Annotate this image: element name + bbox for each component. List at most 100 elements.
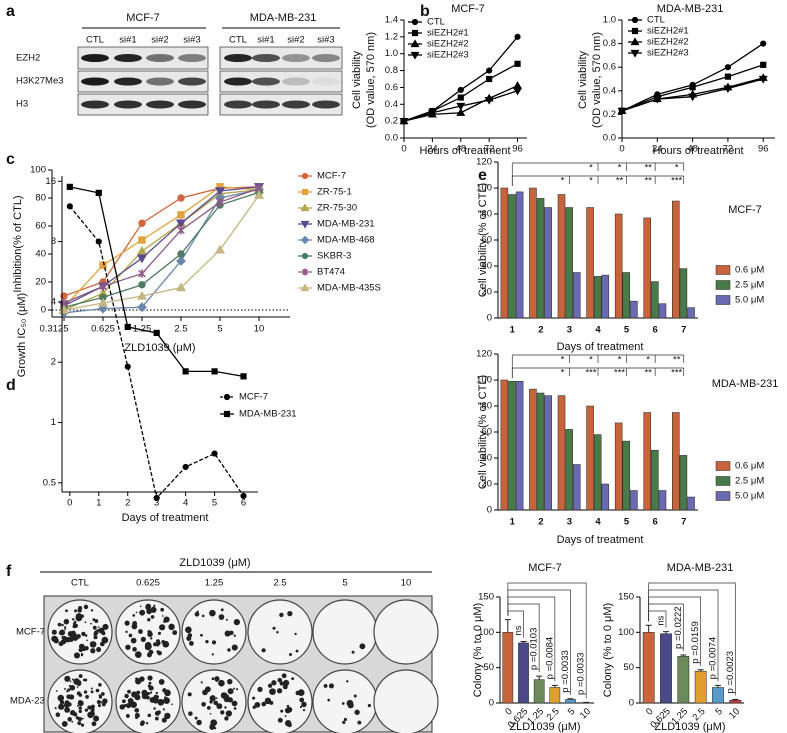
colony-dot — [81, 631, 86, 637]
colony-dot — [78, 643, 85, 650]
colony-dot — [141, 693, 149, 700]
colony-dot — [135, 678, 142, 685]
sig-label: *** — [671, 176, 682, 187]
y-tick-label: 100 — [478, 627, 494, 638]
legend-swatch — [715, 476, 731, 486]
plate — [247, 669, 313, 733]
y-axis-label: Colony (% to 0 μM) — [472, 603, 484, 697]
y-tick-label: 1.0 — [385, 48, 398, 59]
colony-dot — [196, 719, 202, 726]
marker — [456, 108, 466, 116]
colony-dot — [94, 619, 99, 623]
bar — [712, 687, 724, 704]
colony-dot — [152, 642, 158, 647]
y-tick-label: 0.0 — [385, 133, 398, 144]
y-tick-label: 120 — [476, 157, 492, 168]
band — [282, 77, 310, 86]
colony-dot — [64, 628, 66, 631]
colony-dot — [188, 711, 193, 716]
legend-label: siEZH2#1 — [427, 28, 469, 39]
colony-column-label: 10 — [401, 578, 412, 589]
bar — [565, 699, 576, 704]
y-tick-label: 0.8 — [385, 65, 398, 76]
colony-column-label: 2.5 — [273, 578, 286, 589]
bar — [536, 392, 545, 511]
colony-dot — [81, 717, 84, 720]
marker — [689, 84, 696, 91]
colony-dot — [92, 641, 97, 646]
legend-label: CTL — [647, 15, 665, 26]
marker — [411, 29, 419, 37]
p-value: p =0.0222 — [673, 606, 684, 649]
colony-dot — [147, 675, 153, 681]
colony-dot — [153, 707, 156, 710]
legend-label: BT474 — [317, 267, 345, 278]
sig-label: * — [589, 163, 593, 174]
plate — [47, 599, 113, 665]
colony-dot — [73, 620, 77, 624]
plate — [247, 599, 313, 665]
colony-dot — [58, 703, 65, 710]
bar — [687, 496, 695, 511]
marker — [153, 329, 160, 337]
error-bar — [697, 669, 704, 672]
colony-dot — [93, 630, 99, 636]
error-bar — [551, 684, 558, 688]
band — [224, 100, 252, 109]
y-tick-label: 0 — [629, 698, 634, 709]
colony-dot — [343, 717, 347, 722]
marker — [177, 250, 185, 258]
colony-dot — [125, 702, 132, 709]
legend-label: CTL — [427, 17, 445, 28]
chart-title: MCF-7 — [451, 3, 485, 15]
x-tick-label: 1 — [510, 517, 516, 528]
sig-label: * — [675, 163, 679, 174]
plate — [312, 669, 378, 733]
marker — [456, 102, 466, 111]
colony-dot — [54, 707, 57, 710]
marker — [630, 49, 640, 58]
colony-dot — [139, 605, 142, 608]
sig-label: * — [618, 355, 622, 366]
bar — [565, 207, 573, 319]
y-tick-label: 1.2 — [385, 31, 398, 42]
band — [252, 77, 280, 86]
band — [312, 77, 340, 86]
colony-dot — [164, 689, 171, 697]
y-tick-label: 80 — [481, 401, 492, 412]
bar — [518, 642, 529, 704]
colony-dot — [367, 703, 371, 708]
y-axis-label: Cell viability — [351, 50, 363, 109]
y-tick-label: 60 — [481, 427, 492, 438]
colony-dot — [328, 683, 334, 689]
marker — [301, 172, 309, 180]
colony-dot — [139, 609, 146, 616]
colony-dot — [301, 701, 307, 708]
y-tick-label: 0.6 — [385, 82, 398, 93]
blot-box — [219, 70, 343, 93]
legend-label: 5.0 μM — [735, 295, 764, 306]
y-axis-label: (OD value, 570 nm) — [365, 32, 377, 128]
bar — [565, 429, 573, 511]
colony-dot — [154, 710, 160, 716]
marker — [240, 373, 247, 380]
bar — [533, 679, 545, 704]
band — [146, 100, 174, 109]
colony-dot — [233, 634, 236, 637]
colony-dot — [341, 702, 345, 705]
colony-column-label: 5 — [342, 578, 347, 589]
colony-dot — [75, 716, 80, 720]
colony-dot — [225, 710, 232, 717]
x-tick-label: 96 — [512, 144, 523, 155]
colony-dot — [205, 640, 209, 644]
colony-dot — [257, 686, 263, 693]
x-tick-label: 0.625 — [91, 324, 115, 335]
colony-dot — [90, 710, 93, 714]
x-tick-label: 0 — [503, 706, 515, 718]
colony-dot — [269, 688, 276, 696]
colony-dot — [128, 633, 133, 638]
lane-label: si#2 — [151, 35, 168, 46]
colony-dot — [216, 703, 223, 710]
colony-dot — [145, 722, 149, 725]
colony-dot — [102, 698, 108, 704]
